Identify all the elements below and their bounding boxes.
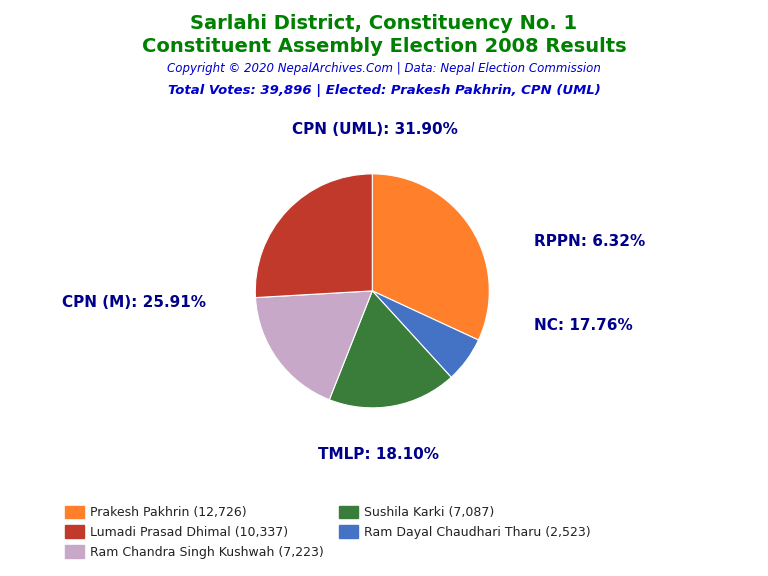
Wedge shape — [329, 291, 451, 408]
Text: RPPN: 6.32%: RPPN: 6.32% — [534, 234, 645, 249]
Text: Copyright © 2020 NepalArchives.Com | Data: Nepal Election Commission: Copyright © 2020 NepalArchives.Com | Dat… — [167, 62, 601, 75]
Text: Constituent Assembly Election 2008 Results: Constituent Assembly Election 2008 Resul… — [141, 37, 627, 56]
Wedge shape — [372, 174, 489, 340]
Text: TMLP: 18.10%: TMLP: 18.10% — [318, 447, 439, 462]
Text: Sarlahi District, Constituency No. 1: Sarlahi District, Constituency No. 1 — [190, 14, 578, 33]
Wedge shape — [372, 291, 478, 377]
Wedge shape — [256, 291, 372, 400]
Text: CPN (UML): 31.90%: CPN (UML): 31.90% — [292, 122, 458, 137]
Wedge shape — [255, 174, 372, 298]
Text: NC: 17.76%: NC: 17.76% — [534, 319, 633, 334]
Legend: Prakesh Pakhrin (12,726), Lumadi Prasad Dhimal (10,337), Ram Chandra Singh Kushw: Prakesh Pakhrin (12,726), Lumadi Prasad … — [60, 501, 595, 564]
Text: CPN (M): 25.91%: CPN (M): 25.91% — [62, 295, 206, 310]
Text: Total Votes: 39,896 | Elected: Prakesh Pakhrin, CPN (UML): Total Votes: 39,896 | Elected: Prakesh P… — [167, 84, 601, 97]
